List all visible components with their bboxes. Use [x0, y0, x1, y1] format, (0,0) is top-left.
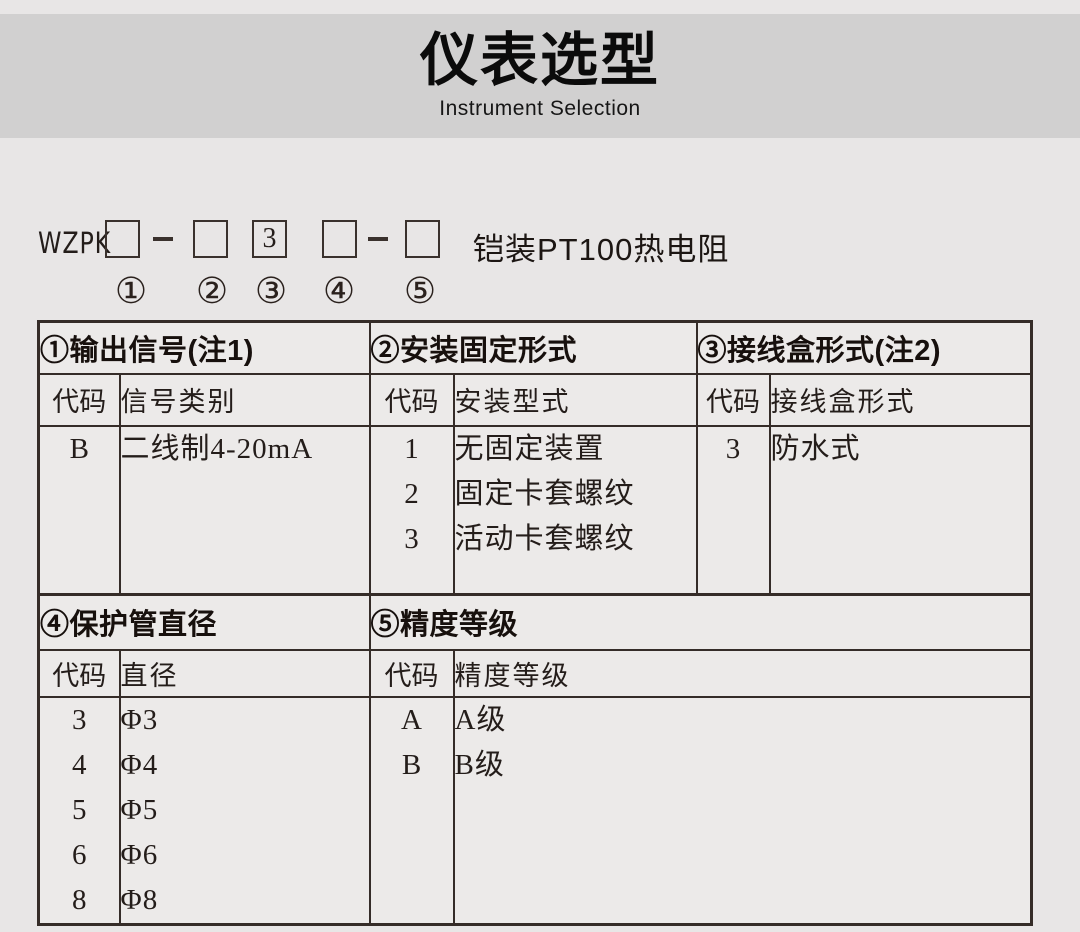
- model-code-box-4: [322, 220, 357, 258]
- option-code: 1: [404, 432, 419, 465]
- selection-table: ①输出信号(注1) ②安装固定形式 ③接线盒形式(注2) 代码 信号类别 代码 …: [37, 320, 1034, 926]
- mounting-type-col: 安装型式: [452, 372, 698, 427]
- output-signal-type-col: 信号类别: [118, 372, 371, 427]
- section2-body-row: 3 4 5 6 8 Φ3 Φ4 Φ5 Φ6 Φ8 A B A级 B级: [37, 695, 1033, 925]
- option-label: Φ3: [120, 703, 159, 736]
- accuracy-type-col: 精度等级: [452, 648, 1033, 698]
- option-label: Φ8: [120, 883, 159, 916]
- model-code-box-2: [193, 220, 228, 258]
- page-subtitle: Instrument Selection: [439, 97, 641, 121]
- position-marker-1: ①: [114, 271, 148, 311]
- model-code-box-1: [105, 220, 140, 258]
- option-code: 4: [72, 748, 87, 781]
- accuracy-codes: A B: [368, 695, 455, 925]
- model-prefix: WZPK: [38, 226, 112, 260]
- tube-diameter-type-col: 直径: [118, 648, 371, 698]
- option-code: 2: [404, 477, 419, 510]
- accuracy-header: ⑤精度等级: [368, 593, 1033, 651]
- option-label: Φ6: [120, 838, 159, 871]
- junction-box-code-col: 代码: [695, 372, 771, 427]
- tube-diameter-code-col: 代码: [37, 648, 121, 698]
- model-code-box-5: [405, 220, 440, 258]
- tube-diameter-codes: 3 4 5 6 8: [37, 695, 121, 925]
- model-description: 铠装PT100热电阻: [473, 232, 730, 267]
- mounting-labels: 无固定装置 固定卡套螺纹 活动卡套螺纹: [452, 424, 698, 596]
- option-label: 二线制4-20mA: [120, 432, 314, 465]
- mounting-codes: 1 2 3: [368, 424, 455, 596]
- option-label: 防水式: [770, 432, 861, 465]
- position-marker-3: ③: [254, 271, 288, 311]
- section1-header-row: ①输出信号(注1) ②安装固定形式 ③接线盒形式(注2): [37, 320, 1033, 375]
- section1-body-row: B 二线制4-20mA 1 2 3 无固定装置 固定卡套螺纹 活动卡套螺纹 3 …: [37, 424, 1033, 596]
- model-code-box-3: 3: [252, 220, 287, 258]
- position-marker-5: ⑤: [403, 271, 437, 311]
- output-signal-labels: 二线制4-20mA: [118, 424, 371, 596]
- junction-box-labels: 防水式: [768, 424, 1033, 596]
- section2-header-row: ④保护管直径 ⑤精度等级: [37, 593, 1033, 651]
- section1-subheader-row: 代码 信号类别 代码 安装型式 代码 接线盒形式: [37, 372, 1033, 427]
- option-label: Φ5: [120, 793, 159, 826]
- option-label: 活动卡套螺纹: [454, 522, 635, 555]
- mounting-header: ②安装固定形式: [368, 320, 698, 375]
- junction-box-header: ③接线盒形式(注2): [695, 320, 1033, 375]
- section-banner: 仪表选型 Instrument Selection: [0, 14, 1080, 138]
- position-marker-2: ②: [195, 271, 229, 311]
- accuracy-code-col: 代码: [368, 648, 455, 698]
- option-code: 3: [404, 522, 419, 555]
- option-code: 3: [725, 432, 741, 465]
- page-title: 仪表选型: [419, 27, 660, 93]
- option-code: 8: [72, 883, 87, 916]
- model-dash-1: —: [153, 237, 173, 241]
- section2-subheader-row: 代码 直径 代码 精度等级: [37, 648, 1033, 698]
- option-label: Φ4: [120, 748, 159, 781]
- output-signal-codes: B: [37, 424, 121, 596]
- option-code: A: [401, 703, 422, 736]
- output-signal-code-col: 代码: [37, 372, 121, 427]
- option-code: B: [69, 432, 89, 465]
- tube-diameter-header: ④保护管直径: [37, 593, 371, 651]
- tube-diameter-labels: Φ3 Φ4 Φ5 Φ6 Φ8: [118, 695, 371, 925]
- junction-box-codes: 3: [695, 424, 771, 596]
- option-label: A级: [454, 703, 507, 736]
- accuracy-labels: A级 B级: [452, 695, 1033, 925]
- junction-box-type-col: 接线盒形式: [768, 372, 1033, 427]
- option-label: 固定卡套螺纹: [454, 477, 635, 510]
- model-dash-2: —: [368, 237, 388, 241]
- option-code: 3: [72, 703, 87, 736]
- option-label: B级: [454, 748, 505, 781]
- option-label: 无固定装置: [454, 432, 605, 465]
- mounting-code-col: 代码: [368, 372, 455, 427]
- option-code: B: [401, 748, 422, 781]
- position-marker-4: ④: [322, 271, 356, 311]
- option-code: 6: [72, 838, 87, 871]
- output-signal-header: ①输出信号(注1): [37, 320, 371, 375]
- option-code: 5: [72, 793, 87, 826]
